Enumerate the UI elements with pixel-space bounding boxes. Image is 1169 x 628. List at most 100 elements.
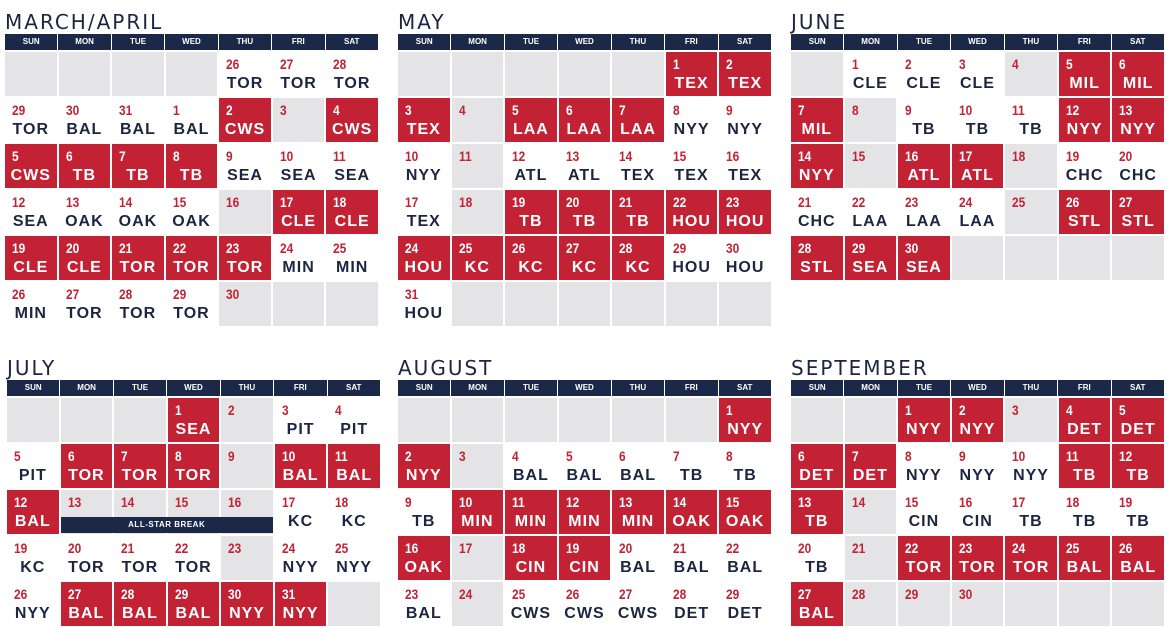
day-number: 25 bbox=[1065, 540, 1080, 556]
weekday-label: MON bbox=[844, 380, 898, 396]
day-number: 26 bbox=[12, 286, 26, 302]
opponent-label: NYY bbox=[727, 421, 764, 438]
away-game-cell: 9 SEA bbox=[219, 144, 271, 188]
weekday-label: TUE bbox=[114, 380, 168, 396]
home-game-cell: 10 MIN bbox=[451, 490, 504, 534]
weekday-label: WED bbox=[951, 34, 1005, 50]
opponent-label: OAK bbox=[725, 513, 765, 530]
day-number: 5 bbox=[12, 148, 19, 164]
opponent-label: CLE bbox=[66, 259, 102, 276]
off-day-cell: 16 bbox=[219, 190, 271, 234]
day-number: 16 bbox=[726, 148, 740, 164]
day-number: 14 bbox=[798, 148, 812, 164]
opponent-label: HOU bbox=[404, 305, 444, 322]
opponent-label: KC bbox=[341, 513, 367, 530]
away-game-cell: 11 TB bbox=[1005, 98, 1057, 142]
empty-day-cell bbox=[612, 398, 664, 442]
empty-day-cell bbox=[451, 282, 504, 326]
opponent-label: TOR bbox=[121, 467, 159, 484]
weekday-label: SUN bbox=[791, 380, 845, 396]
day-number: 10 bbox=[279, 148, 294, 164]
day-number: 27 bbox=[67, 586, 81, 602]
day-number: 23 bbox=[958, 540, 972, 556]
day-number: 5 bbox=[1119, 402, 1127, 418]
day-number: 22 bbox=[672, 194, 687, 210]
day-number: 22 bbox=[726, 540, 740, 556]
away-game-cell: 29 HOU bbox=[665, 236, 718, 280]
opponent-label: TOR bbox=[1012, 559, 1050, 576]
away-game-cell: 29 DET bbox=[719, 582, 771, 626]
opponent-label: CLE bbox=[13, 259, 49, 276]
home-game-cell: 7 TB bbox=[112, 144, 164, 188]
day-number: 15 bbox=[726, 494, 740, 510]
day-number: 11 bbox=[512, 494, 525, 510]
away-game-cell: 26 CWS bbox=[558, 582, 611, 626]
opponent-label: TEX bbox=[406, 121, 441, 138]
away-game-cell: 27 CWS bbox=[612, 582, 664, 626]
opponent-label: TOR bbox=[173, 259, 210, 276]
empty-day-cell bbox=[326, 282, 378, 326]
day-number: 12 bbox=[1119, 448, 1133, 464]
opponent-label: NYY bbox=[798, 167, 835, 184]
away-game-cell: 4 PIT bbox=[328, 398, 380, 442]
away-game-cell: 29 TOR bbox=[165, 282, 218, 326]
opponent-label: NYY bbox=[1120, 121, 1157, 138]
day-number: 21 bbox=[851, 540, 865, 556]
day-number: 6 bbox=[798, 448, 805, 464]
away-game-cell: 11 SEA bbox=[326, 144, 378, 188]
day-number: 24 bbox=[405, 240, 419, 256]
away-game-cell: 12 ATL bbox=[505, 144, 557, 188]
opponent-label: TB bbox=[1072, 513, 1097, 530]
day-number: 3 bbox=[279, 102, 287, 118]
day-number: 10 bbox=[405, 148, 419, 164]
day-number: 19 bbox=[565, 540, 579, 556]
home-game-cell: 5 MIL bbox=[1058, 52, 1111, 96]
opponent-label: KC bbox=[20, 559, 46, 576]
opponent-label: BAL bbox=[119, 121, 156, 138]
empty-day-cell bbox=[7, 398, 59, 442]
away-game-cell: 10 NYY bbox=[1005, 444, 1057, 488]
opponent-label: TEX bbox=[674, 167, 709, 184]
weekday-label: FRI bbox=[665, 380, 719, 396]
opponent-label: TEX bbox=[674, 75, 709, 92]
empty-day-cell bbox=[558, 398, 611, 442]
weekday-label: WED bbox=[951, 380, 1005, 396]
away-game-cell: 17 TB bbox=[1005, 490, 1057, 534]
home-game-cell: 7 TOR bbox=[114, 444, 166, 488]
day-number: 27 bbox=[798, 586, 812, 602]
empty-day-cell bbox=[1112, 582, 1164, 626]
away-game-cell: 20 BAL bbox=[612, 536, 664, 580]
day-number: 31 bbox=[281, 586, 296, 602]
away-game-cell: 30 BAL bbox=[58, 98, 111, 142]
home-game-cell: 20 TB bbox=[558, 190, 611, 234]
home-game-cell: 4 DET bbox=[1058, 398, 1111, 442]
month-march-april: MARCH/APRIL SUN MON TUE WED THU FRI SAT 26 TOR 27 T… bbox=[5, 10, 378, 328]
opponent-label: HOU bbox=[672, 213, 711, 230]
weekday-label: WED bbox=[165, 34, 219, 50]
opponent-label: KC bbox=[288, 513, 314, 530]
day-number: 24 bbox=[1012, 540, 1026, 556]
weekday-header: SUN MON TUE WED THU FRI SAT bbox=[7, 380, 380, 396]
off-day-cell: 4 bbox=[451, 98, 504, 142]
opponent-label: CLE bbox=[906, 75, 942, 92]
off-day-cell: 30 bbox=[951, 582, 1004, 626]
opponent-label: ATL bbox=[568, 167, 601, 184]
day-number: 30 bbox=[65, 102, 79, 118]
opponent-label: TB bbox=[912, 121, 936, 138]
home-game-cell: 25 BAL bbox=[1058, 536, 1111, 580]
home-game-cell: 2 NYY bbox=[951, 398, 1004, 442]
home-game-cell: 6 MIL bbox=[1112, 52, 1164, 96]
day-number: 18 bbox=[512, 540, 526, 556]
opponent-label: NYY bbox=[1013, 467, 1049, 484]
opponent-label: TOR bbox=[173, 305, 210, 322]
away-game-cell: 30 HOU bbox=[719, 236, 771, 280]
weekday-label: SAT bbox=[346, 383, 362, 392]
day-number: 23 bbox=[405, 586, 419, 602]
opponent-label: TB bbox=[1126, 513, 1150, 530]
day-number: 12 bbox=[512, 148, 526, 164]
day-number: 15 bbox=[851, 148, 865, 164]
off-day-cell: 24 bbox=[451, 582, 504, 626]
day-number: 10 bbox=[281, 448, 296, 464]
away-game-cell: 14 TEX bbox=[612, 144, 664, 188]
opponent-label: TOR bbox=[226, 259, 264, 276]
